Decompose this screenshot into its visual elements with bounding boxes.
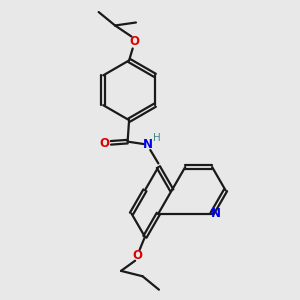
Text: O: O: [100, 136, 110, 150]
Text: O: O: [133, 249, 142, 262]
Text: N: N: [143, 138, 153, 151]
Text: H: H: [153, 133, 161, 143]
Text: N: N: [211, 207, 221, 220]
Text: O: O: [130, 35, 140, 48]
